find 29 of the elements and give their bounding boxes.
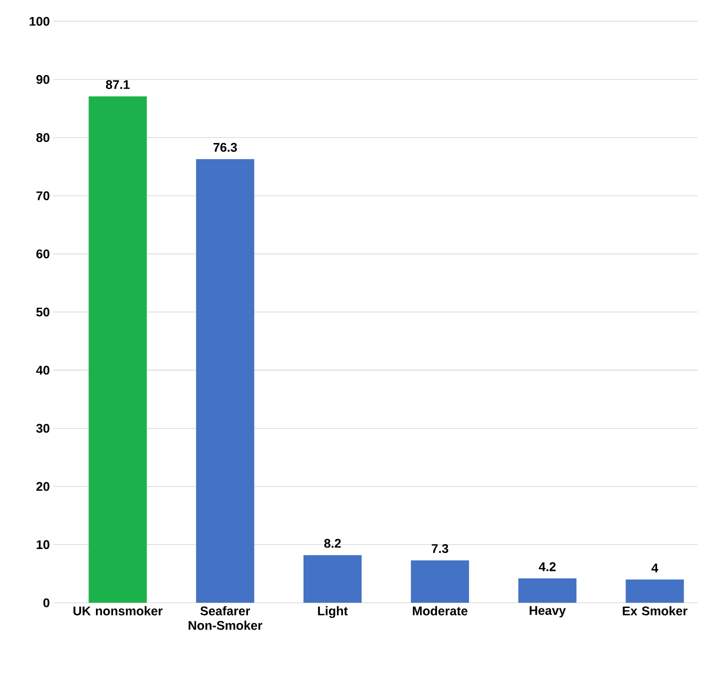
- bar: [88, 96, 147, 603]
- y-tick-label: 10: [36, 540, 50, 549]
- x-tick-label: Heavy: [530, 606, 566, 618]
- bar: [303, 554, 362, 603]
- data-label: 4.2: [538, 562, 556, 571]
- y-tick-label: 30: [36, 424, 50, 433]
- x-tick-label: Ex Smoker: [622, 606, 688, 616]
- y-tick-label: 80: [36, 132, 50, 142]
- bar: [626, 579, 684, 603]
- data-label: 7.3: [432, 544, 448, 553]
- bar: [196, 158, 254, 603]
- data-label: 76.3: [213, 142, 237, 152]
- y-tick-label: 0: [43, 598, 50, 607]
- data-label: 8.2: [324, 538, 341, 548]
- bar: [518, 578, 576, 603]
- y-tick-label: 20: [36, 482, 50, 491]
- x-tick-label: UK nonsmoker: [74, 606, 163, 616]
- y-tick-label: 40: [36, 366, 50, 374]
- y-tick-label: 100: [30, 16, 50, 26]
- x-tick-label: Light: [318, 606, 348, 618]
- y-tick-label: 90: [36, 74, 50, 84]
- data-label: 4: [651, 563, 658, 572]
- y-tick-label: 70: [36, 191, 50, 200]
- x-tick-label: Seafarer Non-Smoker: [188, 606, 262, 630]
- y-tick-label: 60: [36, 249, 50, 258]
- x-tick-label: Moderate: [412, 606, 468, 616]
- data-label: 87.1: [106, 80, 130, 89]
- bar: [410, 560, 470, 603]
- y-tick-label: 50: [36, 307, 50, 316]
